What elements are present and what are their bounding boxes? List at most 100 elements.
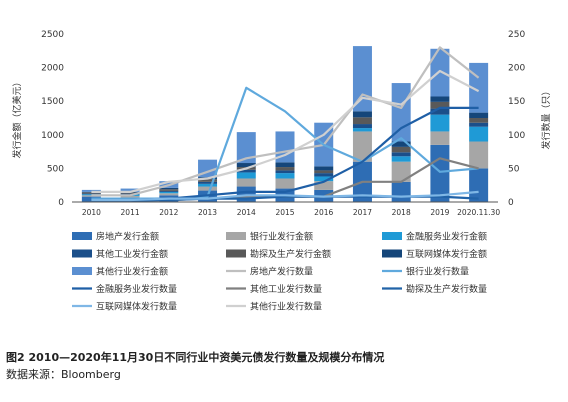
chart-svg: 0 500 1000 1500 2000 2500 0 50 100 150 200 250 2010 2… — [11, 30, 552, 313]
figure-title: 图2 2010—2020年11月30日不同行业中资美元债发行数量及规模分布情况 — [6, 351, 385, 364]
legend-label: 银行业发行数量 — [406, 266, 469, 278]
legend-item: 互联网媒体发行金额 — [382, 248, 487, 260]
legend-swatch — [72, 249, 92, 258]
bar-segment — [391, 83, 411, 142]
x-tick-label: 2013 — [198, 208, 217, 217]
legend-label: 其他行业发行金额 — [96, 266, 168, 278]
legend-item: 其他工业发行数量 — [226, 283, 322, 295]
bar-segment — [236, 132, 256, 164]
bar-segment — [275, 167, 295, 171]
bar-segment — [314, 170, 334, 174]
x-tick-label: 2017 — [353, 208, 372, 217]
bar-segment — [81, 193, 101, 195]
bar-segment — [159, 190, 179, 192]
lines-layer — [91, 46, 480, 202]
figure-source: 数据来源：Bloomberg — [6, 368, 121, 381]
legend-label: 其他工业发行数量 — [250, 283, 322, 295]
legend-item: 其他行业发行数量 — [226, 301, 322, 313]
legend-swatch — [72, 232, 92, 240]
bar-segment — [352, 131, 372, 162]
bar-segment — [352, 111, 372, 118]
bars-layer — [81, 46, 489, 202]
bar-segment — [275, 178, 295, 189]
y-right-tick-label: 200 — [508, 64, 525, 74]
legend-item: 房地产发行金额 — [72, 231, 159, 243]
bar-segment — [275, 162, 295, 168]
bar-segment — [430, 114, 450, 132]
legend-swatch — [226, 249, 246, 258]
bar-segment — [352, 128, 372, 132]
y-right-tick-label: 250 — [508, 30, 525, 40]
legend-label: 勘探及生产发行金额 — [250, 248, 331, 260]
x-tick-label: 2020.11.30 — [457, 208, 500, 217]
y-left-tick-label: 1500 — [41, 97, 64, 107]
bar-segment — [198, 183, 218, 187]
legend-swatch — [382, 232, 402, 240]
y-left-tick-label: 500 — [47, 164, 64, 174]
bar-segment — [81, 196, 101, 202]
bar-segment — [236, 178, 256, 187]
y-left-tick-label: 0 — [58, 198, 64, 208]
bar-segment — [469, 126, 489, 142]
legend-label: 银行业发行金额 — [250, 231, 313, 243]
legend-swatch — [226, 232, 246, 240]
bar-segment — [236, 169, 256, 173]
x-tick-label: 2015 — [275, 208, 294, 217]
series-line — [91, 46, 480, 197]
bar-segment — [159, 193, 179, 196]
bar-segment — [391, 161, 411, 182]
y-right-tick-label: 150 — [508, 97, 525, 107]
legend-swatch — [382, 249, 402, 258]
bar-segment — [81, 195, 101, 197]
bar-segment — [391, 156, 411, 162]
bar-segment — [120, 192, 140, 194]
bar-segment — [198, 181, 218, 184]
x-tick-label: 2010 — [82, 208, 101, 217]
bar-segment — [275, 170, 295, 174]
legend-label: 勘探及生产发行数量 — [406, 283, 487, 295]
bar-segment — [314, 181, 334, 190]
x-tick-label: 2016 — [314, 208, 333, 217]
y-right-tick-label: 100 — [508, 131, 525, 141]
legend-label: 房地产发行数量 — [250, 266, 313, 278]
series-line — [91, 69, 480, 193]
y-axis-right-title: 发行数量（只） — [540, 86, 552, 149]
legend-item: 其他行业发行金额 — [72, 266, 168, 278]
y-right-tick-label: 0 — [508, 198, 514, 208]
bar-segment — [275, 173, 295, 179]
bar-segment — [81, 192, 101, 194]
legend-label: 房地产发行金额 — [96, 231, 159, 243]
legend-label: 互联网媒体发行数量 — [96, 301, 177, 313]
axes-layer: 0 500 1000 1500 2000 2500 0 50 100 150 200 250 2010 2… — [41, 30, 525, 217]
bar-segment — [430, 108, 450, 115]
legend-item: 其他工业发行金额 — [72, 248, 168, 260]
legend-item: 房地产发行数量 — [226, 266, 313, 278]
x-tick-label: 2014 — [237, 208, 256, 217]
legend-item: 银行业发行金额 — [226, 231, 313, 243]
legend-item: 勘探及生产发行金额 — [226, 248, 331, 260]
bar-segment — [430, 101, 450, 109]
bar-segment — [81, 194, 101, 196]
bar-segment — [352, 117, 372, 125]
bar-segment — [120, 195, 140, 198]
bar-segment — [159, 189, 179, 191]
bar-segment — [81, 189, 101, 192]
legend-label: 其他工业发行金额 — [96, 248, 168, 260]
x-tick-label: 2018 — [392, 208, 411, 217]
bar-segment — [352, 124, 372, 129]
bar-segment — [469, 168, 489, 202]
bar-segment — [314, 173, 334, 177]
bar-segment — [275, 131, 295, 163]
x-tick-label: 2012 — [159, 208, 178, 217]
legend-label: 金融服务业发行金额 — [406, 231, 487, 243]
x-tick-label: 2019 — [430, 208, 449, 217]
bar-segment — [198, 179, 218, 182]
legend-item: 勘探及生产发行数量 — [382, 283, 487, 295]
legend-label: 金融服务业发行数量 — [96, 283, 177, 295]
bar-segment — [430, 144, 450, 202]
series-line — [91, 190, 479, 202]
legend-item: 金融服务业发行金额 — [382, 231, 487, 243]
y-left-tick-label: 2000 — [41, 64, 64, 74]
